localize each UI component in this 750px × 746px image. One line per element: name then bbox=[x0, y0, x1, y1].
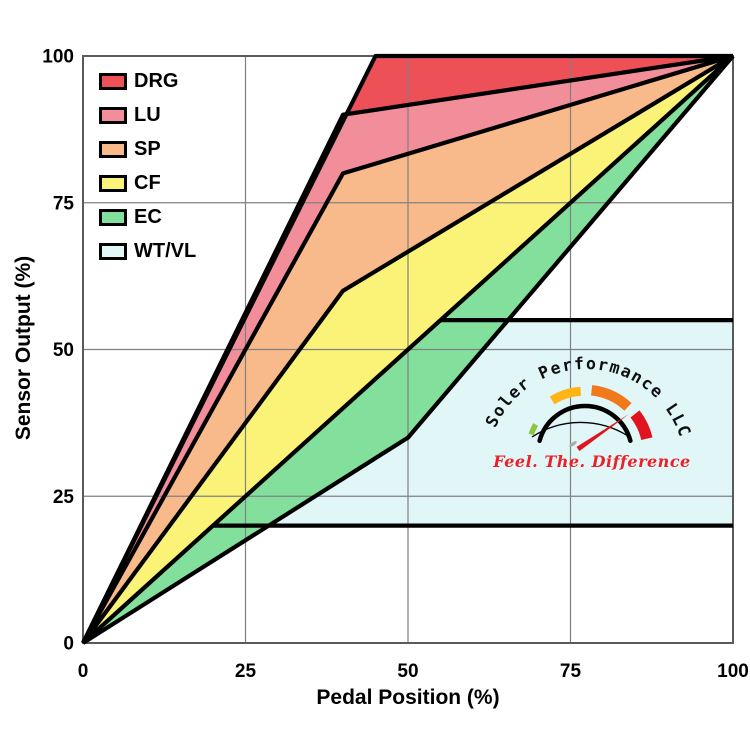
logo-tagline: Feel. The. Difference bbox=[492, 452, 690, 471]
legend-swatch-icon bbox=[99, 141, 127, 158]
x-axis-title: Pedal Position (%) bbox=[316, 686, 500, 709]
x-tick-label-25: 25 bbox=[235, 661, 257, 682]
gauge-pivot-mark bbox=[569, 441, 577, 447]
y-tick-label-25: 25 bbox=[53, 487, 75, 508]
legend-swatch-icon bbox=[99, 209, 127, 226]
lu-line bbox=[81, 53, 734, 644]
legend-label: DRG bbox=[134, 70, 179, 92]
legend: DRG LU SP CF EC WT/VL bbox=[99, 70, 197, 277]
legend-item-ec: EC bbox=[99, 206, 196, 228]
legend-label: LU bbox=[134, 104, 161, 126]
x-tick-label-50: 50 bbox=[397, 661, 418, 682]
ec-lower-line bbox=[81, 54, 735, 645]
legend-label: EC bbox=[134, 206, 162, 228]
x-tick-label-100: 100 bbox=[717, 661, 749, 682]
legend-swatch-icon bbox=[99, 175, 127, 192]
curve-lines bbox=[81, 53, 735, 645]
legend-label: WT/VL bbox=[134, 240, 197, 262]
x-tick-label-0: 0 bbox=[78, 661, 89, 682]
legend-label: CF bbox=[134, 172, 161, 194]
y-tick-label-75: 75 bbox=[53, 193, 75, 214]
legend-item-cf: CF bbox=[99, 172, 196, 194]
legend-label: SP bbox=[134, 138, 161, 160]
y-tick-label-100: 100 bbox=[42, 47, 74, 68]
y-axis-title: Sensor Output (%) bbox=[12, 255, 35, 441]
y-tick-label-0: 0 bbox=[63, 634, 74, 655]
gauge-needle-icon bbox=[576, 414, 629, 452]
tick-labels: 0 25 50 75 100 0 25 50 75 100 bbox=[42, 47, 749, 683]
gauge-red-segment bbox=[630, 410, 653, 441]
legend-item-drg: DRG bbox=[99, 70, 196, 92]
y-tick-label-50: 50 bbox=[53, 340, 74, 361]
ec-upper-line bbox=[81, 54, 735, 645]
legend-item-sp: SP bbox=[99, 138, 196, 160]
legend-swatch-icon bbox=[99, 107, 127, 124]
gauge-inner-arc bbox=[531, 421, 629, 438]
sp-line bbox=[81, 53, 734, 645]
gauge-yellow-segment bbox=[549, 386, 582, 405]
gauge-outer-arc bbox=[537, 403, 633, 444]
legend-swatch-icon bbox=[99, 73, 127, 90]
gauge-green-segment bbox=[528, 423, 539, 436]
cf-line bbox=[81, 54, 735, 645]
legend-swatch-icon bbox=[99, 243, 127, 260]
legend-item-wt-vl: WT/VL bbox=[99, 240, 197, 262]
x-tick-label-75: 75 bbox=[560, 661, 582, 682]
gauge-orange-segment bbox=[590, 385, 632, 411]
legend-item-lu: LU bbox=[99, 104, 196, 126]
